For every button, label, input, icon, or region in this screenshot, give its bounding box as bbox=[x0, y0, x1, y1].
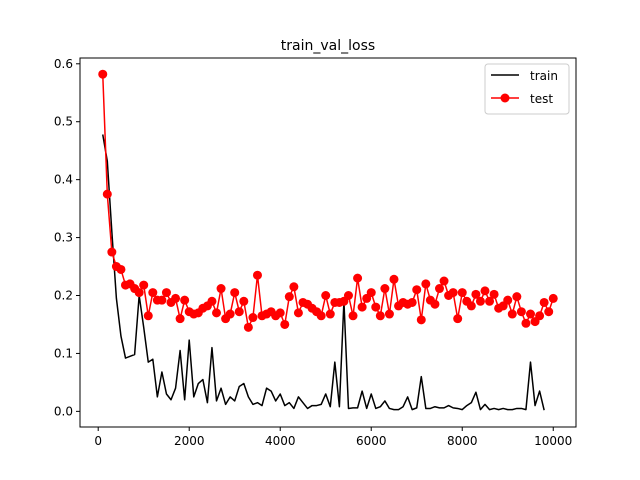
test-data-point bbox=[116, 264, 126, 274]
test-data-point bbox=[539, 297, 549, 307]
test-data-point bbox=[535, 311, 545, 321]
test-data-point bbox=[489, 289, 499, 299]
test-data-point bbox=[321, 291, 331, 300]
test-data-point bbox=[212, 308, 222, 318]
test-data-point bbox=[526, 309, 535, 319]
test-data-point bbox=[289, 282, 299, 292]
y-tick-label: 0.6 bbox=[54, 57, 73, 71]
test-data-point bbox=[348, 311, 358, 321]
test-data-point bbox=[512, 292, 522, 302]
test-data-point bbox=[457, 288, 467, 298]
test-data-point bbox=[280, 319, 290, 329]
x-tick-label: 6000 bbox=[356, 434, 387, 448]
test-data-point bbox=[371, 302, 381, 312]
test-data-point bbox=[148, 288, 158, 298]
test-data-point bbox=[503, 295, 513, 305]
x-tick-label: 8000 bbox=[447, 434, 478, 448]
test-data-point bbox=[275, 308, 285, 318]
test-data-point bbox=[430, 299, 440, 309]
y-axis-ticks: 0.0 0.1 0.2 0.3 0.4 0.5 0.6 bbox=[54, 57, 80, 418]
test-data-point bbox=[375, 311, 385, 321]
test-data-point bbox=[466, 301, 476, 311]
test-data-point bbox=[316, 311, 326, 321]
test-data-point bbox=[102, 189, 112, 199]
test-data-point bbox=[284, 292, 294, 302]
legend-test-marker bbox=[500, 93, 510, 103]
test-data-point bbox=[389, 274, 399, 284]
test-data-point bbox=[143, 311, 153, 321]
axes-frame bbox=[79, 57, 577, 428]
legend-test-label: test bbox=[530, 92, 553, 106]
test-data-point bbox=[516, 307, 526, 317]
test-data-point bbox=[421, 279, 431, 289]
test-data-point bbox=[485, 296, 495, 306]
test-data-point bbox=[157, 295, 167, 305]
test-data-point bbox=[507, 309, 517, 319]
test-data-point bbox=[248, 313, 258, 323]
test-data-point bbox=[343, 291, 353, 300]
legend-train-label: train bbox=[530, 69, 558, 83]
test-data-point bbox=[216, 284, 226, 294]
test-data-point bbox=[230, 288, 240, 298]
test-data-point bbox=[243, 322, 253, 332]
x-tick-label: 2000 bbox=[174, 434, 205, 448]
test-data-point bbox=[107, 247, 117, 257]
x-tick-label: 4000 bbox=[265, 434, 296, 448]
test-data-point bbox=[416, 315, 426, 325]
test-data-point bbox=[225, 309, 235, 319]
y-tick-label: 0.0 bbox=[54, 404, 73, 418]
test-data-point bbox=[453, 314, 463, 324]
test-data-point bbox=[471, 289, 481, 299]
y-tick-label: 0.3 bbox=[54, 231, 73, 245]
test-data-point bbox=[384, 309, 394, 319]
train-series-line bbox=[102, 134, 545, 411]
test-data-point bbox=[439, 276, 449, 286]
y-tick-label: 0.4 bbox=[54, 173, 73, 187]
test-data-point bbox=[207, 296, 217, 306]
x-tick-label: 0 bbox=[94, 434, 102, 448]
test-data-point bbox=[171, 293, 181, 303]
test-data-point bbox=[325, 309, 335, 319]
test-data-point bbox=[480, 286, 490, 296]
test-data-point bbox=[175, 314, 185, 324]
test-data-point bbox=[434, 284, 444, 294]
y-tick-label: 0.2 bbox=[54, 289, 73, 303]
test-data-point bbox=[407, 297, 417, 307]
test-data-point bbox=[234, 307, 244, 317]
test-data-point bbox=[98, 69, 108, 79]
test-data-point bbox=[475, 296, 485, 306]
legend: train test bbox=[484, 63, 570, 115]
test-data-point bbox=[293, 308, 303, 318]
test-data-point bbox=[357, 302, 367, 312]
x-axis-ticks: 0 2000 4000 6000 8000 10000 bbox=[94, 427, 572, 448]
test-data-point bbox=[448, 288, 458, 298]
test-data-point bbox=[239, 296, 249, 306]
test-data-point bbox=[139, 280, 149, 290]
test-data-point bbox=[134, 288, 144, 298]
test-data-point bbox=[521, 318, 531, 328]
test-data-point bbox=[180, 295, 190, 305]
test-data-point bbox=[380, 284, 390, 294]
y-tick-label: 0.1 bbox=[54, 346, 73, 360]
chart-title: train_val_loss bbox=[281, 38, 375, 54]
test-data-point bbox=[548, 293, 558, 303]
y-tick-label: 0.5 bbox=[54, 115, 73, 129]
x-tick-label: 10000 bbox=[534, 434, 572, 448]
test-data-point bbox=[544, 307, 554, 317]
plot-series bbox=[98, 69, 558, 411]
test-data-point bbox=[252, 270, 262, 280]
test-data-point bbox=[353, 273, 363, 283]
test-data-point bbox=[412, 285, 422, 295]
test-data-point bbox=[161, 288, 171, 298]
test-data-point bbox=[366, 288, 376, 298]
